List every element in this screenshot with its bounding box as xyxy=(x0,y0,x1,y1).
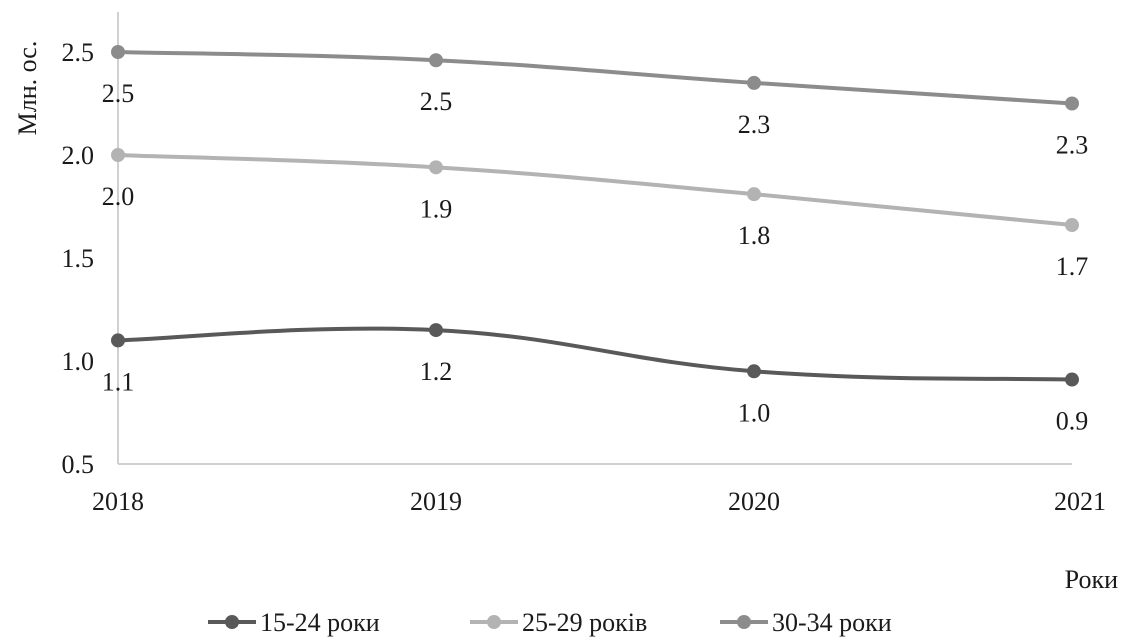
data-point xyxy=(429,323,443,338)
x-tick-label: 2021 xyxy=(1054,487,1106,516)
data-point xyxy=(1065,218,1079,233)
data-point xyxy=(747,364,761,379)
series-line xyxy=(117,326,1073,382)
x-tick-labels: 2018 2019 2020 2021 xyxy=(92,487,1106,516)
legend-item: 25-29 років xyxy=(470,608,647,637)
data-label: 2.3 xyxy=(1056,131,1089,160)
series-line xyxy=(117,153,1073,228)
series-25-29-років: 2.0 1.9 1.8 1.7 xyxy=(102,148,1089,281)
legend: 15-24 роки 25-29 років 30-34 роки xyxy=(208,608,892,637)
x-tick-label: 2018 xyxy=(92,487,144,516)
legend-item: 30-34 роки xyxy=(720,608,892,637)
legend-swatch-marker xyxy=(225,615,239,629)
data-label: 2.5 xyxy=(102,79,135,108)
data-label: 2.3 xyxy=(738,110,771,139)
y-tick-label: 0.5 xyxy=(62,450,95,479)
axes xyxy=(117,12,1072,465)
legend-swatch-marker xyxy=(737,615,751,629)
data-label: 1.7 xyxy=(1056,252,1089,281)
y-tick-label: 2.5 xyxy=(62,38,95,67)
series-layer: 1.1 1.2 1.0 0.9 2.0 1.9 1.8 1.7 2.5 2.5 2.3 2.3 xyxy=(102,45,1089,436)
data-label: 1.2 xyxy=(420,357,453,386)
data-point xyxy=(1065,372,1079,387)
legend-label: 25-29 років xyxy=(522,608,647,637)
series-line xyxy=(117,50,1073,106)
data-label: 1.9 xyxy=(420,194,453,223)
x-tick-label: 2020 xyxy=(728,487,780,516)
legend-item: 15-24 роки xyxy=(208,608,380,637)
data-point xyxy=(111,148,125,162)
x-axis-title: Роки xyxy=(1065,565,1118,594)
legend-label: 30-34 роки xyxy=(772,608,892,637)
y-tick-label: 1.0 xyxy=(62,347,95,376)
data-point xyxy=(111,333,125,348)
data-label: 2.0 xyxy=(102,182,135,211)
data-label: 1.8 xyxy=(738,221,771,250)
data-label: 1.1 xyxy=(102,367,135,396)
data-point xyxy=(429,160,443,175)
data-point xyxy=(1065,96,1079,111)
y-tick-label: 2.0 xyxy=(62,141,95,170)
series-15-24-роки: 1.1 1.2 1.0 0.9 xyxy=(102,323,1089,436)
data-point xyxy=(111,45,125,59)
data-point xyxy=(429,53,443,68)
legend-swatch-marker xyxy=(487,615,501,629)
y-tick-labels: 0.5 1.0 1.5 2.0 2.5 xyxy=(62,38,95,479)
data-point xyxy=(747,75,761,90)
x-tick-label: 2019 xyxy=(410,487,462,516)
y-axis-title: Млн. ос. xyxy=(13,41,42,136)
series-30-34-роки: 2.5 2.5 2.3 2.3 xyxy=(102,45,1089,160)
data-point xyxy=(747,187,761,202)
data-label: 0.9 xyxy=(1056,407,1089,436)
legend-label: 15-24 роки xyxy=(260,608,380,637)
data-label: 1.0 xyxy=(738,398,771,427)
data-label: 2.5 xyxy=(420,87,453,116)
y-tick-label: 1.5 xyxy=(62,244,95,273)
